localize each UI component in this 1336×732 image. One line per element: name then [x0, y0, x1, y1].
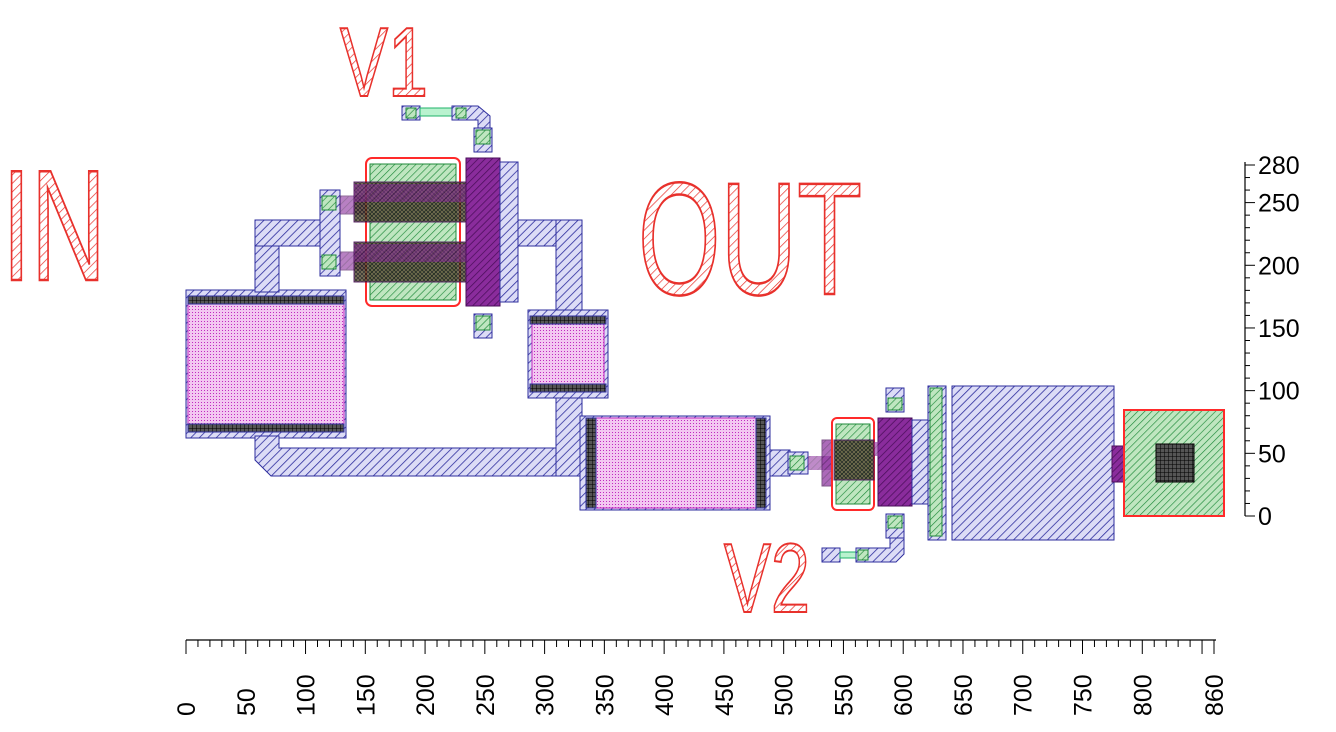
x-tick-label: 250	[472, 674, 500, 716]
x-tick-label: 50	[233, 688, 261, 716]
label-v1: V1	[339, 6, 429, 118]
y-tick-label: 200	[1258, 252, 1300, 280]
x-tick-label: 600	[890, 674, 918, 716]
y-axis: 0 50 100 150 200 250 280	[1244, 152, 1300, 531]
transistor-v1	[319, 105, 519, 339]
label-out: OUT	[637, 148, 864, 330]
transistor-v2	[787, 387, 931, 563]
y-tick-label: 250	[1258, 190, 1300, 218]
transmission-lines	[254, 219, 583, 477]
x-tick-label: 750	[1070, 674, 1098, 716]
y-tick-label: 150	[1258, 315, 1300, 343]
x-tick-label: 650	[950, 674, 978, 716]
in-label: IN	[2, 138, 106, 314]
y-tick-label: 50	[1258, 440, 1286, 468]
v1-label: V1	[340, 7, 428, 117]
y-tick-label: 100	[1258, 378, 1300, 406]
y-tick-label: 280	[1258, 152, 1300, 180]
x-tick-label: 500	[771, 674, 799, 716]
out-label: OUT	[638, 149, 862, 328]
label-v2: V2	[723, 522, 811, 634]
x-tick-label: 860	[1201, 674, 1229, 716]
capacitor-middle	[527, 309, 609, 399]
y-tick-label: 0	[1258, 503, 1272, 531]
x-tick-label: 400	[651, 674, 679, 716]
capacitor-left	[185, 289, 347, 439]
x-tick-label: 450	[711, 674, 739, 716]
v2-label: V2	[724, 523, 810, 633]
x-tick-label: 100	[293, 674, 321, 716]
output-stage	[927, 385, 1225, 541]
x-tick-label: 150	[352, 674, 380, 716]
x-tick-label: 200	[412, 674, 440, 716]
label-in: IN	[1, 137, 108, 316]
capacitor-bottom	[579, 415, 791, 511]
x-tick-label: 300	[532, 674, 560, 716]
x-tick-label: 550	[830, 674, 858, 716]
x-axis: 0 50 100 150 200 250 300 350 400 450 500 550 600 650 7…	[173, 639, 1229, 716]
x-tick-label: 0	[173, 702, 201, 716]
x-tick-label: 800	[1129, 674, 1157, 716]
x-tick-label: 350	[591, 674, 619, 716]
x-tick-label: 700	[1010, 674, 1038, 716]
